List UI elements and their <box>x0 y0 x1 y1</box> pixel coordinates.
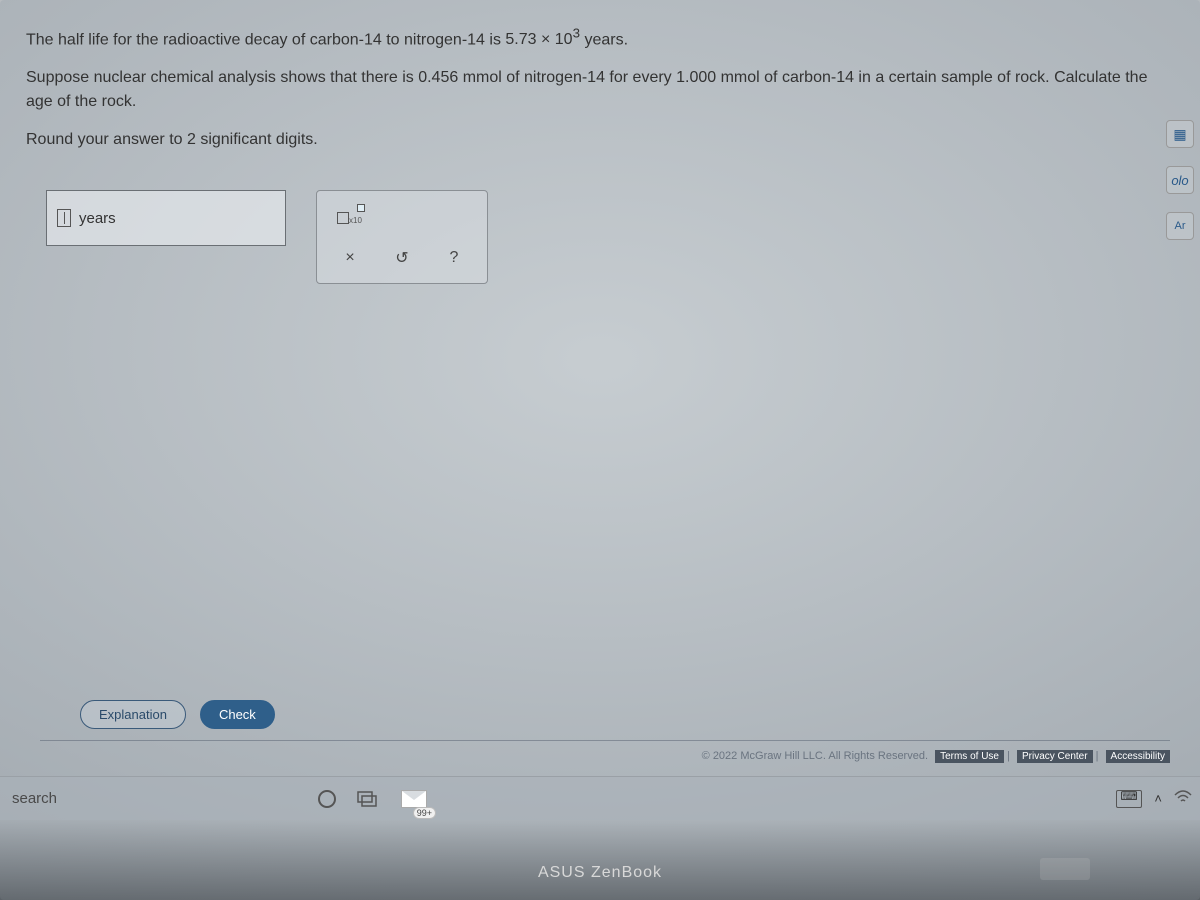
privacy-link[interactable]: Privacy Center <box>1017 750 1093 763</box>
store-icon[interactable] <box>538 785 566 813</box>
cortana-icon[interactable] <box>318 790 336 808</box>
projection-icon[interactable] <box>492 785 520 813</box>
copyright-text: © 2022 McGraw Hill LLC. All Rights Reser… <box>702 750 1170 762</box>
half-life-value: 5.73 × 103 <box>505 31 580 48</box>
accessibility-link[interactable]: Accessibility <box>1106 750 1170 763</box>
system-tray: ˄ <box>1116 790 1192 808</box>
windows-taskbar: search 99+ ˄ <box>0 776 1200 820</box>
keyboard-icon[interactable] <box>1116 790 1142 808</box>
bezel-shadow <box>0 820 1200 900</box>
taskbar-search[interactable]: search <box>8 790 308 807</box>
wifi-icon[interactable] <box>1174 790 1192 807</box>
problem-line2: Suppose nuclear chemical analysis shows … <box>26 66 1174 114</box>
side-toolbar: ▦ olo Ar <box>1166 120 1194 240</box>
problem-text: The half life for the radioactive decay … <box>26 24 1174 152</box>
task-view-icon[interactable] <box>354 785 382 813</box>
sticker-icon <box>1040 858 1090 880</box>
explanation-button[interactable]: Explanation <box>80 700 186 729</box>
problem-line1b: years. <box>584 31 628 48</box>
answer-unit: years <box>79 210 116 227</box>
periodic-table-icon[interactable]: Ar <box>1166 212 1194 240</box>
terms-link[interactable]: Terms of Use <box>935 750 1004 763</box>
laptop-brand-label: ASUS ZenBook <box>538 864 662 882</box>
cortana-circle-icon[interactable] <box>446 785 474 813</box>
tray-chevron-icon[interactable]: ˄ <box>1154 791 1162 806</box>
footer-divider <box>40 740 1170 741</box>
scientific-notation-button[interactable]: x10 <box>335 201 365 231</box>
footer-bar: Explanation Check © 2022 McGraw Hill LLC… <box>0 700 1200 778</box>
reset-button[interactable]: ↺ <box>387 243 417 273</box>
mail-icon[interactable]: 99+ <box>400 785 428 813</box>
clear-button[interactable]: × <box>335 243 365 273</box>
graph-icon[interactable]: olo <box>1166 166 1194 194</box>
edge-icon[interactable] <box>584 785 612 813</box>
problem-line3: Round your answer to 2 significant digit… <box>26 128 1174 152</box>
data-table-icon[interactable]: ▦ <box>1166 120 1194 148</box>
problem-panel: The half life for the radioactive decay … <box>0 0 1200 284</box>
mail-badge: 99+ <box>413 807 436 819</box>
help-button[interactable]: ? <box>439 243 469 273</box>
text-cursor-icon <box>57 209 71 227</box>
answer-input[interactable]: years <box>46 190 286 246</box>
tool-palette: x10 × ↺ ? <box>316 190 488 284</box>
problem-line1a: The half life for the radioactive decay … <box>26 31 505 48</box>
check-button[interactable]: Check <box>200 700 275 729</box>
